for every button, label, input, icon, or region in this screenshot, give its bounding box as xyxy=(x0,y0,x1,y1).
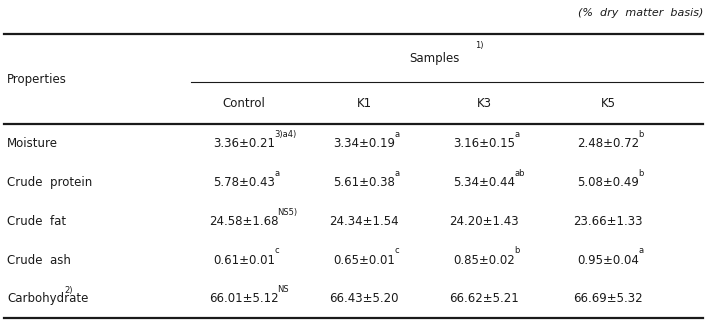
Text: NS: NS xyxy=(277,285,288,294)
Text: 23.66±1.33: 23.66±1.33 xyxy=(573,215,643,228)
Text: 3.34±0.19: 3.34±0.19 xyxy=(333,137,395,150)
Text: c: c xyxy=(274,246,279,255)
Text: a: a xyxy=(638,246,643,255)
Text: a: a xyxy=(515,130,520,139)
Text: Samples: Samples xyxy=(409,52,460,65)
Text: ab: ab xyxy=(515,169,525,178)
Text: 24.58±1.68: 24.58±1.68 xyxy=(209,215,279,228)
Text: Properties: Properties xyxy=(7,73,67,86)
Text: 2): 2) xyxy=(65,286,74,295)
Text: a: a xyxy=(274,169,279,178)
Text: c: c xyxy=(395,246,399,255)
Text: 3.36±0.21: 3.36±0.21 xyxy=(213,137,275,150)
Text: 1): 1) xyxy=(475,41,484,50)
Text: Crude  fat: Crude fat xyxy=(7,215,66,228)
Text: 5.08±0.49: 5.08±0.49 xyxy=(577,176,639,189)
Text: Moisture: Moisture xyxy=(7,137,58,150)
Text: b: b xyxy=(515,246,520,255)
Text: Crude  protein: Crude protein xyxy=(7,176,93,189)
Text: b: b xyxy=(638,169,643,178)
Text: 0.65±0.01: 0.65±0.01 xyxy=(333,254,395,266)
Text: Crude  ash: Crude ash xyxy=(7,254,71,266)
Text: 66.62±5.21: 66.62±5.21 xyxy=(450,292,519,305)
Text: b: b xyxy=(638,130,643,139)
Text: 24.34±1.54: 24.34±1.54 xyxy=(329,215,399,228)
Text: Carbohydrate: Carbohydrate xyxy=(7,292,88,305)
Text: 0.61±0.01: 0.61±0.01 xyxy=(213,254,275,266)
Text: 5.61±0.38: 5.61±0.38 xyxy=(333,176,395,189)
Text: 66.43±5.20: 66.43±5.20 xyxy=(329,292,399,305)
Text: 66.69±5.32: 66.69±5.32 xyxy=(573,292,643,305)
Text: 5.34±0.44: 5.34±0.44 xyxy=(453,176,515,189)
Text: Control: Control xyxy=(223,97,265,110)
Text: 3.16±0.15: 3.16±0.15 xyxy=(453,137,515,150)
Text: a: a xyxy=(395,169,399,178)
Text: 5.78±0.43: 5.78±0.43 xyxy=(213,176,275,189)
Text: NS5): NS5) xyxy=(277,208,297,217)
Text: 24.20±1.43: 24.20±1.43 xyxy=(450,215,519,228)
Text: 66.01±5.12: 66.01±5.12 xyxy=(209,292,279,305)
Text: (%  dry  matter  basis): (% dry matter basis) xyxy=(578,8,703,18)
Text: a: a xyxy=(395,130,399,139)
Text: 2.48±0.72: 2.48±0.72 xyxy=(577,137,639,150)
Text: 3)a4): 3)a4) xyxy=(274,130,296,139)
Text: K3: K3 xyxy=(477,97,492,110)
Text: 0.95±0.04: 0.95±0.04 xyxy=(577,254,639,266)
Text: K1: K1 xyxy=(356,97,372,110)
Text: K5: K5 xyxy=(600,97,616,110)
Text: 0.85±0.02: 0.85±0.02 xyxy=(453,254,515,266)
